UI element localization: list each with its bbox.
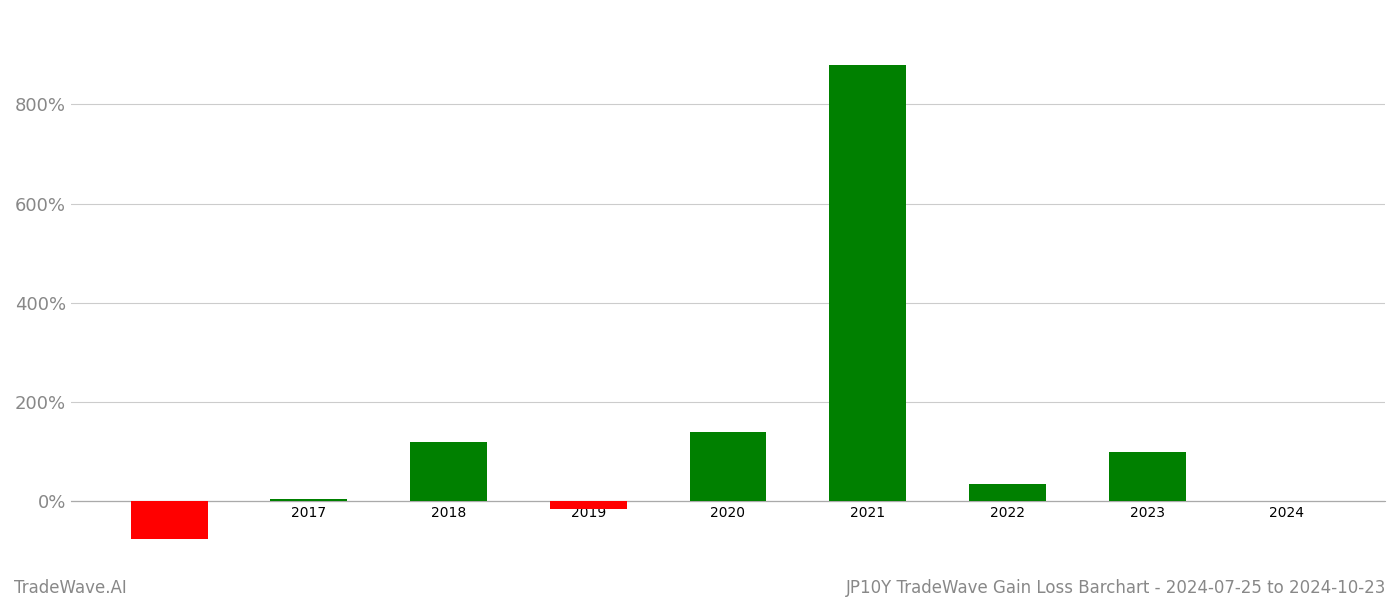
Bar — [410, 442, 487, 502]
Bar — [270, 499, 347, 502]
Bar — [829, 65, 906, 502]
Text: TradeWave.AI: TradeWave.AI — [14, 579, 127, 597]
Bar — [1109, 452, 1186, 502]
Bar — [130, 502, 207, 539]
Bar — [550, 502, 627, 509]
Bar — [969, 484, 1046, 502]
Text: JP10Y TradeWave Gain Loss Barchart - 2024-07-25 to 2024-10-23: JP10Y TradeWave Gain Loss Barchart - 202… — [846, 579, 1386, 597]
Bar — [690, 432, 766, 502]
